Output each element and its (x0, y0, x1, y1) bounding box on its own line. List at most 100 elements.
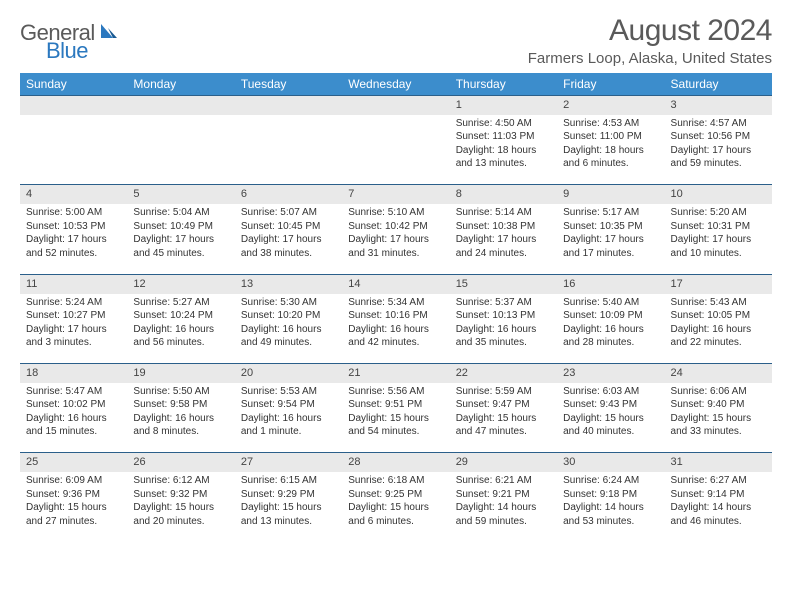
day-number-cell: 23 (557, 364, 664, 383)
daylight-line: Daylight: 16 hours and 15 minutes. (26, 412, 121, 439)
daylight-line: Daylight: 16 hours and 49 minutes. (241, 323, 336, 350)
sunset-line: Sunset: 10:24 PM (133, 309, 228, 323)
day-number-cell: 26 (127, 453, 234, 472)
day-content-cell: Sunrise: 6:24 AMSunset: 9:18 PMDaylight:… (557, 472, 664, 542)
sunset-line: Sunset: 10:56 PM (671, 130, 766, 144)
daylight-line: Daylight: 17 hours and 31 minutes. (348, 233, 443, 260)
month-title: August 2024 (528, 14, 772, 48)
day-content-row: Sunrise: 5:24 AMSunset: 10:27 PMDaylight… (20, 294, 772, 364)
daylight-line: Daylight: 16 hours and 1 minute. (241, 412, 336, 439)
sunset-line: Sunset: 10:42 PM (348, 220, 443, 234)
calendar-head: SundayMondayTuesdayWednesdayThursdayFrid… (20, 73, 772, 96)
sunset-line: Sunset: 10:05 PM (671, 309, 766, 323)
day-header: Sunday (20, 73, 127, 96)
daylight-line: Daylight: 14 hours and 59 minutes. (456, 501, 551, 528)
daylight-line: Daylight: 15 hours and 40 minutes. (563, 412, 658, 439)
day-number-cell: 3 (665, 96, 772, 115)
sunset-line: Sunset: 10:45 PM (241, 220, 336, 234)
day-content-cell (20, 115, 127, 185)
day-content-cell: Sunrise: 4:50 AMSunset: 11:03 PMDaylight… (450, 115, 557, 185)
day-content-cell: Sunrise: 6:21 AMSunset: 9:21 PMDaylight:… (450, 472, 557, 542)
day-number-cell: 6 (235, 185, 342, 204)
day-number-cell (235, 96, 342, 115)
day-content-cell (342, 115, 449, 185)
day-content-cell: Sunrise: 6:09 AMSunset: 9:36 PMDaylight:… (20, 472, 127, 542)
sunrise-line: Sunrise: 5:10 AM (348, 206, 443, 220)
sunset-line: Sunset: 10:16 PM (348, 309, 443, 323)
day-content-cell: Sunrise: 6:06 AMSunset: 9:40 PMDaylight:… (665, 383, 772, 453)
day-number-cell: 28 (342, 453, 449, 472)
day-number-cell: 10 (665, 185, 772, 204)
daylight-line: Daylight: 14 hours and 53 minutes. (563, 501, 658, 528)
sunrise-line: Sunrise: 5:43 AM (671, 296, 766, 310)
day-content-cell: Sunrise: 5:10 AMSunset: 10:42 PMDaylight… (342, 204, 449, 274)
daylight-line: Daylight: 17 hours and 3 minutes. (26, 323, 121, 350)
daylight-line: Daylight: 17 hours and 17 minutes. (563, 233, 658, 260)
sunrise-line: Sunrise: 5:17 AM (563, 206, 658, 220)
day-number-cell: 5 (127, 185, 234, 204)
sunrise-line: Sunrise: 6:27 AM (671, 474, 766, 488)
day-number-cell: 12 (127, 274, 234, 293)
daylight-line: Daylight: 15 hours and 13 minutes. (241, 501, 336, 528)
daylight-line: Daylight: 16 hours and 42 minutes. (348, 323, 443, 350)
daylight-line: Daylight: 16 hours and 35 minutes. (456, 323, 551, 350)
sunrise-line: Sunrise: 5:04 AM (133, 206, 228, 220)
day-number-cell: 8 (450, 185, 557, 204)
day-content-cell: Sunrise: 5:07 AMSunset: 10:45 PMDaylight… (235, 204, 342, 274)
day-number-cell: 29 (450, 453, 557, 472)
day-number-cell: 4 (20, 185, 127, 204)
sunset-line: Sunset: 9:14 PM (671, 488, 766, 502)
day-number-cell: 15 (450, 274, 557, 293)
day-number-cell: 9 (557, 185, 664, 204)
daylight-line: Daylight: 18 hours and 13 minutes. (456, 144, 551, 171)
sunset-line: Sunset: 9:40 PM (671, 398, 766, 412)
sunset-line: Sunset: 9:25 PM (348, 488, 443, 502)
day-number-cell (342, 96, 449, 115)
day-number-cell: 16 (557, 274, 664, 293)
day-header: Monday (127, 73, 234, 96)
day-content-row: Sunrise: 4:50 AMSunset: 11:03 PMDaylight… (20, 115, 772, 185)
day-number-cell: 27 (235, 453, 342, 472)
sunrise-line: Sunrise: 5:47 AM (26, 385, 121, 399)
sunset-line: Sunset: 10:09 PM (563, 309, 658, 323)
sunset-line: Sunset: 9:29 PM (241, 488, 336, 502)
day-content-cell: Sunrise: 5:17 AMSunset: 10:35 PMDaylight… (557, 204, 664, 274)
day-header-row: SundayMondayTuesdayWednesdayThursdayFrid… (20, 73, 772, 96)
sunset-line: Sunset: 10:38 PM (456, 220, 551, 234)
daylight-line: Daylight: 16 hours and 28 minutes. (563, 323, 658, 350)
sunrise-line: Sunrise: 5:27 AM (133, 296, 228, 310)
day-number-cell: 19 (127, 364, 234, 383)
sunrise-line: Sunrise: 4:57 AM (671, 117, 766, 131)
logo-text-blue: Blue (46, 38, 88, 63)
sunset-line: Sunset: 9:43 PM (563, 398, 658, 412)
daylight-line: Daylight: 17 hours and 38 minutes. (241, 233, 336, 260)
calendar-table: SundayMondayTuesdayWednesdayThursdayFrid… (20, 73, 772, 542)
day-number-row: 25262728293031 (20, 453, 772, 472)
day-header: Thursday (450, 73, 557, 96)
day-number-cell: 25 (20, 453, 127, 472)
daylight-line: Daylight: 15 hours and 47 minutes. (456, 412, 551, 439)
day-content-cell: Sunrise: 5:27 AMSunset: 10:24 PMDaylight… (127, 294, 234, 364)
day-content-row: Sunrise: 5:00 AMSunset: 10:53 PMDaylight… (20, 204, 772, 274)
sunrise-line: Sunrise: 6:09 AM (26, 474, 121, 488)
daylight-line: Daylight: 18 hours and 6 minutes. (563, 144, 658, 171)
day-number-cell: 22 (450, 364, 557, 383)
day-number-row: 18192021222324 (20, 364, 772, 383)
day-content-cell: Sunrise: 5:24 AMSunset: 10:27 PMDaylight… (20, 294, 127, 364)
day-content-cell: Sunrise: 5:50 AMSunset: 9:58 PMDaylight:… (127, 383, 234, 453)
header: General August 2024 Farmers Loop, Alaska… (20, 14, 772, 67)
day-number-cell: 30 (557, 453, 664, 472)
sunrise-line: Sunrise: 6:06 AM (671, 385, 766, 399)
logo-sail-icon (99, 22, 119, 45)
day-content-cell: Sunrise: 5:43 AMSunset: 10:05 PMDaylight… (665, 294, 772, 364)
day-number-cell: 20 (235, 364, 342, 383)
day-content-cell: Sunrise: 4:53 AMSunset: 11:00 PMDaylight… (557, 115, 664, 185)
day-content-cell: Sunrise: 6:15 AMSunset: 9:29 PMDaylight:… (235, 472, 342, 542)
sunrise-line: Sunrise: 5:30 AM (241, 296, 336, 310)
day-content-cell (235, 115, 342, 185)
sunrise-line: Sunrise: 5:59 AM (456, 385, 551, 399)
day-number-row: 123 (20, 96, 772, 115)
day-number-cell: 21 (342, 364, 449, 383)
day-number-cell: 14 (342, 274, 449, 293)
day-header: Saturday (665, 73, 772, 96)
